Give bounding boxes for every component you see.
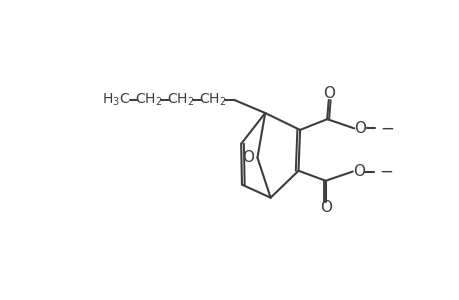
Text: −: − bbox=[380, 119, 394, 137]
Text: −: − bbox=[378, 163, 392, 181]
Text: O: O bbox=[322, 86, 334, 101]
Text: O: O bbox=[241, 150, 254, 165]
Text: O: O bbox=[354, 121, 366, 136]
Text: $\mathrm{CH_2}$: $\mathrm{CH_2}$ bbox=[167, 92, 194, 108]
Text: $\mathrm{H_3C}$: $\mathrm{H_3C}$ bbox=[102, 92, 130, 108]
Text: O: O bbox=[352, 164, 364, 179]
Text: $\mathrm{CH_2}$: $\mathrm{CH_2}$ bbox=[198, 92, 226, 108]
Text: $\mathrm{CH_2}$: $\mathrm{CH_2}$ bbox=[135, 92, 162, 108]
Text: O: O bbox=[319, 200, 331, 215]
